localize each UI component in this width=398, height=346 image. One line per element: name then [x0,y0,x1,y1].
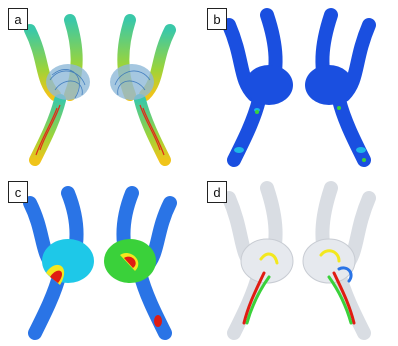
aneurysm-right [305,65,353,105]
panel-label-b: b [207,8,227,30]
panel-d: d [199,173,398,346]
aneurysm-right [302,238,356,284]
panel-label-c: c [8,181,28,203]
panel-label-d: d [207,181,227,203]
aneurysm-left [240,238,294,284]
panel-a: a [0,0,199,173]
panel-b-figure [222,8,376,167]
aneurysm-left [245,65,293,105]
panel-c: c [0,173,199,346]
aneurysm-left [42,239,94,283]
panel-a-figure [24,14,176,166]
panel-b: b [199,0,398,173]
panel-label-a: a [8,8,28,30]
panel-c-figure [23,186,177,340]
panel-d-figure [222,181,376,340]
